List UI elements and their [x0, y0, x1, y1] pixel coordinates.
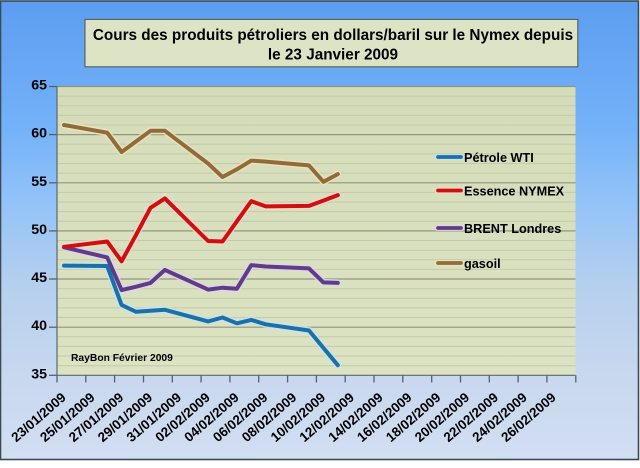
svg-text:BRENT Londres: BRENT Londres: [464, 222, 561, 236]
svg-text:Cours des produits pétroliers: Cours des produits pétroliers en dollars…: [93, 27, 573, 44]
svg-text:RayBon Février 2009: RayBon Février 2009: [71, 353, 173, 364]
svg-text:40: 40: [31, 318, 47, 334]
svg-text:le 23 Janvier 2009: le 23 Janvier 2009: [268, 47, 398, 64]
svg-text:65: 65: [31, 78, 47, 94]
svg-text:Essence NYMEX: Essence NYMEX: [464, 185, 565, 199]
svg-text:45: 45: [31, 270, 47, 286]
svg-text:55: 55: [31, 174, 47, 190]
svg-text:60: 60: [31, 126, 47, 142]
svg-text:35: 35: [31, 366, 47, 382]
svg-text:50: 50: [31, 222, 47, 238]
svg-text:Pétrole WTI: Pétrole WTI: [464, 151, 534, 165]
svg-text:gasoil: gasoil: [464, 257, 501, 271]
